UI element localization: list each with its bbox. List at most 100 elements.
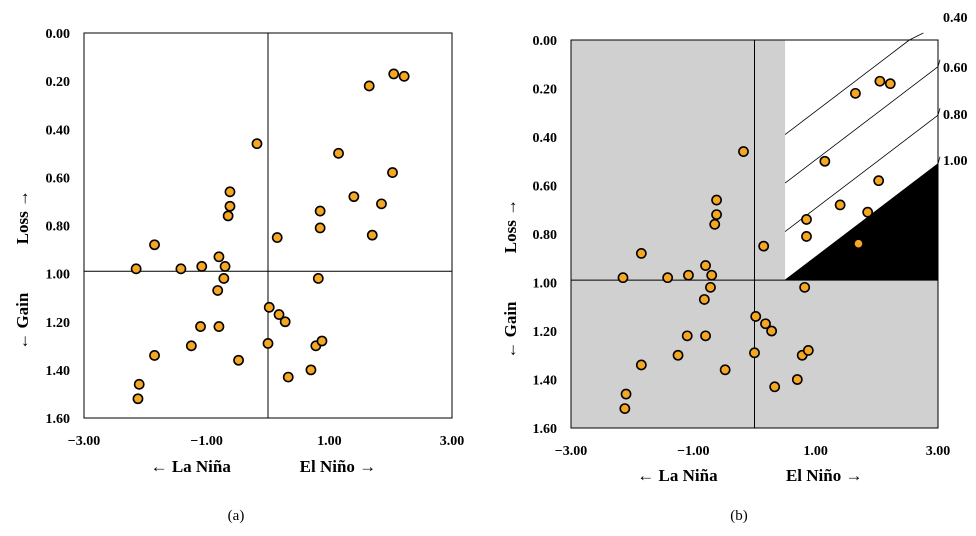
x-axis-label-la-nina: ← La Niña [637,466,718,485]
x-tick-label: 1.00 [317,434,342,449]
data-point [698,294,710,305]
data-point [366,229,378,241]
data-point [683,269,694,281]
data-point [333,147,344,159]
y-axis-label-loss: Loss → [501,199,520,253]
data-point [766,325,778,337]
data-point [263,301,275,313]
data-point [398,70,410,82]
iso-line [784,66,939,184]
data-point [769,381,781,393]
iso-line [784,163,939,281]
data-point [705,281,716,293]
y-axis-label-gain: ← Gain [13,292,32,350]
data-point [672,349,684,361]
y-tick-label: 0.20 [533,83,558,98]
panel-caption: (b) [730,508,748,524]
y-tick-label: 0.80 [46,220,71,235]
iso-line [784,39,910,135]
data-point [700,330,711,342]
data-point [212,285,224,296]
x-tick-label: −1.00 [677,444,709,459]
y-axis-label-gain: ← Gain [501,301,520,359]
panel-caption: (a) [228,508,245,524]
data-point [262,338,274,349]
data-point [884,78,896,90]
data-point [316,335,328,347]
y-tick-label: 0.00 [533,34,558,49]
y-tick-label: 1.00 [46,268,71,283]
data-point [175,263,187,275]
x-axis-label-la-nina: ← La Niña [151,457,232,476]
data-point [219,261,231,272]
data-point [387,167,398,178]
data-point [738,146,749,157]
iso-line-label: 0.80 [943,108,968,123]
y-tick-label: 1.60 [533,422,558,437]
y-tick-label: 0.20 [46,75,71,90]
data-point [185,340,197,352]
data-point [305,364,317,376]
data-point [758,240,770,252]
x-tick-label: 1.00 [803,444,828,459]
data-point [213,251,225,263]
data-point [635,359,647,371]
panel-b: 0.40 0.60 0.80 1.00 0.00 0.20 0.40 0.60 0.80 1.00… [501,11,968,524]
data-point [802,344,814,356]
y-tick-label: 0.00 [46,27,71,42]
data-point [213,321,225,332]
data-point [279,316,291,328]
y-tick-label: 1.20 [533,325,558,340]
data-point [376,198,387,210]
x-tick-label: −1.00 [190,434,222,449]
data-point [662,272,674,284]
iso-line-tail [909,32,924,41]
x-tick-label: 3.00 [926,444,951,459]
data-point [801,231,812,242]
data-point [222,210,234,222]
data-point [314,222,326,234]
data-point [620,388,632,400]
data-point [711,194,722,206]
y-tick-label: 1.40 [533,374,558,389]
y-tick-label: 1.00 [533,277,558,292]
data-point [709,218,721,230]
y-tick-label: 0.40 [533,131,558,146]
data-point [819,155,831,167]
data-point [195,321,206,332]
data-point [635,247,647,259]
data-point [271,232,283,243]
x-axis-label-el-nino: El Niño → [300,457,377,476]
iso-line-label: 0.40 [943,11,968,26]
data-point [273,309,285,320]
data-point [388,68,400,80]
y-tick-label: 0.60 [533,180,558,195]
data-point [719,364,731,376]
data-point [348,191,360,203]
data-point [760,318,771,330]
iso-line-label: 0.60 [943,61,968,76]
data-point [750,311,762,322]
y-tick-label: 1.20 [46,316,71,331]
data-point [149,350,160,361]
y-axis-label-loss: Loss → [13,190,32,244]
data-point [251,138,263,150]
iso-line-label: 1.00 [943,154,968,169]
data-point [850,87,861,99]
data-point [224,186,236,198]
data-point [862,206,874,218]
data-point [711,209,722,220]
data-point [132,393,144,405]
data-point [799,281,811,293]
x-axis-label-el-nino: El Niño → [786,466,863,485]
data-point [149,239,160,251]
data-point [801,214,812,225]
data-point [834,199,846,211]
data-point [619,403,631,414]
data-point [282,371,294,383]
x-tick-label: −3.00 [555,444,587,459]
data-point [133,378,145,390]
data-point [700,260,711,271]
